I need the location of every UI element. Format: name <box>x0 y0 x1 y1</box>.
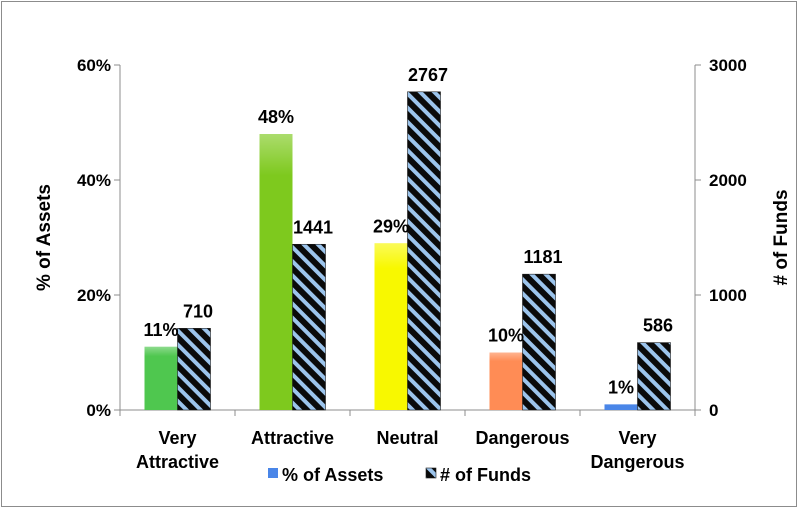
bar-assets-highlight <box>489 352 523 410</box>
bar-funds <box>522 273 556 411</box>
bar-assets-highlight <box>259 134 293 410</box>
category-label: Dangerous <box>590 452 684 472</box>
bar-assets-highlight <box>374 243 408 410</box>
left-tick-label: 20% <box>77 286 111 305</box>
data-label-assets: 11% <box>143 320 178 340</box>
bar-funds <box>407 91 441 411</box>
bar-funds <box>292 243 326 411</box>
data-label-funds: 1441 <box>293 217 333 237</box>
data-label-assets: 29% <box>373 216 409 236</box>
category-label: Attractive <box>136 452 219 472</box>
data-label-assets: 1% <box>608 377 634 397</box>
category-label: Very <box>158 428 196 448</box>
data-label-assets: 10% <box>488 326 524 346</box>
legend-swatch-assets <box>268 468 278 478</box>
data-label-funds: 586 <box>643 316 673 336</box>
category-label: Attractive <box>251 428 334 448</box>
right-tick-label: 0 <box>709 401 718 420</box>
data-label-funds: 710 <box>183 301 213 321</box>
data-label-funds: 1181 <box>523 247 562 267</box>
bar-funds <box>637 342 671 411</box>
legend-label-assets: % of Assets <box>282 465 383 485</box>
y2-axis-title: # of Funds <box>771 189 792 285</box>
category-label: Very <box>618 428 656 448</box>
bar-funds <box>177 328 211 411</box>
category-label: Neutral <box>376 428 438 448</box>
legend-label-funds: # of Funds <box>440 465 531 485</box>
right-tick-label: 3000 <box>709 56 747 75</box>
right-tick-label: 1000 <box>709 286 747 305</box>
bar-assets-highlight <box>604 404 638 410</box>
category-label: Dangerous <box>475 428 569 448</box>
left-tick-label: 0% <box>86 401 111 420</box>
left-tick-label: 60% <box>77 56 111 75</box>
left-tick-label: 40% <box>77 171 111 190</box>
right-tick-label: 2000 <box>709 171 747 190</box>
data-label-funds: 2767 <box>408 65 448 85</box>
bar-assets-highlight <box>144 346 178 410</box>
legend-swatch-funds <box>425 467 437 479</box>
y-axis-title: % of Assets <box>34 184 55 291</box>
data-label-assets: 48% <box>258 107 294 127</box>
